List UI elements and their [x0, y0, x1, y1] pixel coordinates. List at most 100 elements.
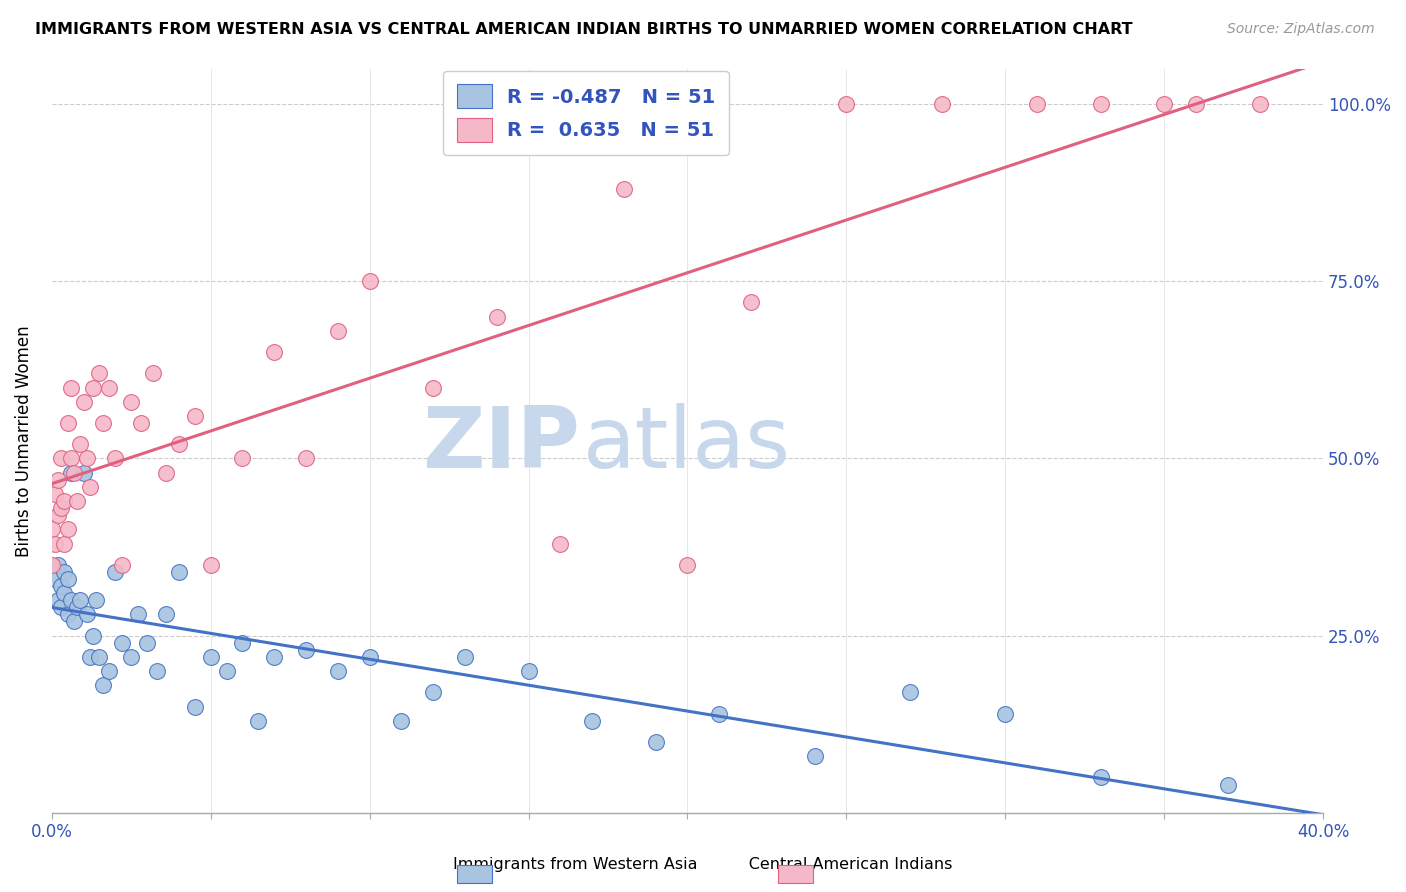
Point: [231, 451, 253, 466]
Point: [56, 416, 79, 430]
Point: [263, 345, 285, 359]
Point: [709, 706, 731, 721]
Point: [104, 565, 127, 579]
Point: [66, 600, 89, 615]
Point: [59, 451, 82, 466]
Point: [46, 593, 69, 607]
Point: [184, 409, 207, 423]
Point: [740, 295, 762, 310]
Point: [200, 649, 222, 664]
Point: [676, 558, 699, 572]
Point: [69, 437, 91, 451]
Point: [142, 367, 165, 381]
Point: [63, 615, 86, 629]
Point: [120, 394, 142, 409]
Point: [59, 380, 82, 394]
Legend: R = -0.487   N = 51, R =  0.635   N = 51: R = -0.487 N = 51, R = 0.635 N = 51: [443, 70, 728, 155]
Point: [66, 494, 89, 508]
Point: [51, 451, 73, 466]
Point: [41, 522, 63, 536]
Point: [111, 636, 134, 650]
Point: [44, 536, 66, 550]
Point: [1249, 97, 1271, 112]
Point: [89, 649, 111, 664]
Point: [82, 629, 104, 643]
Point: [41, 558, 63, 572]
Point: [231, 636, 253, 650]
Point: [550, 536, 572, 550]
Point: [72, 394, 94, 409]
Point: [82, 380, 104, 394]
Point: [295, 643, 318, 657]
Point: [184, 699, 207, 714]
Point: [581, 714, 603, 728]
Point: [44, 487, 66, 501]
Point: [644, 735, 666, 749]
Point: [167, 437, 190, 451]
Point: [247, 714, 270, 728]
Point: [422, 380, 444, 394]
Point: [53, 586, 76, 600]
Point: [46, 508, 69, 523]
Point: [56, 572, 79, 586]
Point: [84, 593, 107, 607]
Point: [46, 558, 69, 572]
Point: [517, 664, 540, 678]
Point: [295, 451, 318, 466]
Point: [326, 664, 349, 678]
Point: [59, 593, 82, 607]
Point: [200, 558, 222, 572]
Point: [835, 97, 858, 112]
Point: [76, 451, 98, 466]
Point: [359, 649, 381, 664]
Point: [155, 466, 177, 480]
Point: [145, 664, 167, 678]
Point: [89, 367, 111, 381]
Point: [63, 466, 86, 480]
Point: [1216, 778, 1239, 792]
Point: [51, 501, 73, 516]
Point: [56, 522, 79, 536]
Point: [51, 600, 73, 615]
Point: [53, 494, 76, 508]
Point: [127, 607, 149, 622]
Point: [69, 593, 91, 607]
Point: [97, 664, 120, 678]
Point: [359, 274, 381, 288]
Point: [129, 416, 152, 430]
Point: [53, 565, 76, 579]
Point: [76, 607, 98, 622]
Point: [485, 310, 508, 324]
Point: [1090, 771, 1112, 785]
Point: [97, 380, 120, 394]
Point: [215, 664, 238, 678]
Point: [422, 685, 444, 699]
Point: [898, 685, 921, 699]
Point: [56, 607, 79, 622]
Point: [1185, 97, 1208, 112]
Point: [79, 649, 101, 664]
Point: [167, 565, 190, 579]
Point: [931, 97, 953, 112]
Point: [104, 451, 127, 466]
Point: [1026, 97, 1049, 112]
Text: Immigrants from Western Asia          Central American Indians: Immigrants from Western Asia Central Ame…: [453, 857, 953, 872]
Point: [454, 649, 477, 664]
Point: [136, 636, 159, 650]
Point: [263, 649, 285, 664]
Point: [79, 480, 101, 494]
Point: [53, 536, 76, 550]
Point: [1153, 97, 1175, 112]
Point: [59, 466, 82, 480]
Point: [72, 466, 94, 480]
Text: atlas: atlas: [583, 403, 792, 486]
Text: Source: ZipAtlas.com: Source: ZipAtlas.com: [1227, 22, 1375, 37]
Point: [613, 182, 636, 196]
Point: [46, 473, 69, 487]
Point: [1090, 97, 1112, 112]
Text: IMMIGRANTS FROM WESTERN ASIA VS CENTRAL AMERICAN INDIAN BIRTHS TO UNMARRIED WOME: IMMIGRANTS FROM WESTERN ASIA VS CENTRAL …: [35, 22, 1133, 37]
Text: ZIP: ZIP: [422, 403, 579, 486]
Point: [803, 749, 825, 764]
Y-axis label: Births to Unmarried Women: Births to Unmarried Women: [15, 325, 32, 557]
Point: [91, 678, 114, 692]
